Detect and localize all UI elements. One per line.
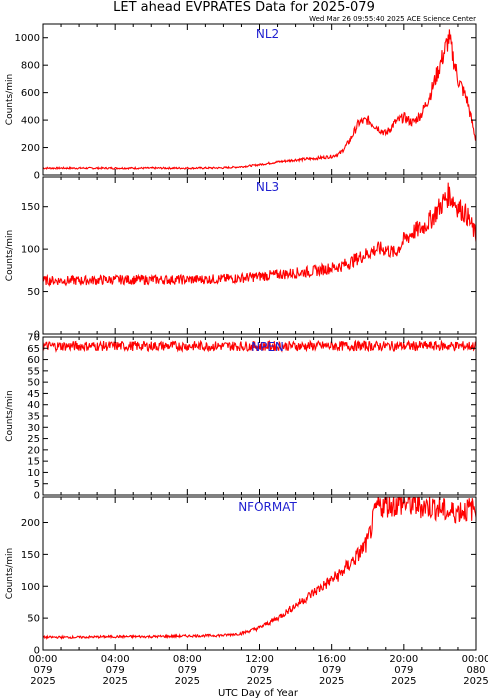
y-tick-label: 0: [34, 330, 40, 341]
y-tick-label: 50: [27, 287, 40, 298]
y-tick-label: 50: [27, 614, 40, 625]
x-tick-label-year: 2025: [102, 676, 127, 687]
y-tick-label: 0: [34, 491, 40, 502]
figure-title: LET ahead EVPRATES Data for 2025-079: [113, 0, 375, 15]
x-tick-label-doy: 080: [466, 665, 485, 676]
x-tick-label-time: 20:00: [389, 654, 418, 665]
x-tick-label-time: 12:00: [245, 654, 274, 665]
panels: 02004006008001000Counts/minNL2050100150C…: [5, 23, 477, 657]
y-tick-label: 15: [27, 457, 40, 468]
x-axis-labels: 00:00079202504:00079202508:00079202512:0…: [29, 654, 488, 687]
x-tick-label-year: 2025: [175, 676, 200, 687]
y-tick-label: 100: [21, 582, 40, 593]
series-line-nl3: [43, 182, 476, 287]
series-line-nl2: [43, 29, 476, 171]
x-tick-label-time: 04:00: [101, 654, 130, 665]
y-tick-label: 800: [21, 61, 40, 72]
x-tick-label-doy: 079: [33, 665, 52, 676]
panel-label-nl3: NL3: [256, 180, 279, 194]
y-axis-label: Counts/min: [5, 548, 15, 599]
panel-nformat: 0 50 100 150 200 Counts/min NFORMAT: [5, 496, 477, 657]
y-tick-label: 0: [34, 171, 40, 182]
y-tick-label: 400: [21, 116, 40, 127]
y-tick-label: 200: [21, 518, 40, 529]
x-tick-label-doy: 079: [250, 665, 269, 676]
y-axis-label: Counts/min: [5, 74, 15, 125]
x-tick-label-year: 2025: [463, 676, 488, 687]
y-tick-label: 5: [34, 479, 40, 490]
y-tick-label: 0: [34, 646, 40, 657]
panel-frame: [42, 336, 477, 496]
y-tick-label: 600: [21, 88, 40, 99]
x-tick-label-time: 00:00: [462, 654, 488, 665]
y-tick-label: 40: [27, 400, 40, 411]
x-tick-label-time: 00:00: [29, 654, 58, 665]
y-tick-label: 30: [27, 423, 40, 434]
y-tick-label: 1000: [15, 33, 40, 44]
y-tick-label: 10: [27, 468, 40, 479]
y-tick-label: 25: [27, 434, 40, 445]
x-tick-label-year: 2025: [30, 676, 55, 687]
x-axis-title: UTC Day of Year: [218, 688, 299, 699]
y-tick-label: 20: [27, 445, 40, 456]
y-tick-label: 55: [27, 366, 40, 377]
y-axis-label: Counts/min: [5, 390, 15, 441]
panel-nl3: 0 50 100 150 Counts/min NL3: [5, 176, 477, 341]
y-tick-label: 35: [27, 412, 40, 423]
panel-frame: [42, 23, 477, 176]
x-tick-label-doy: 079: [106, 665, 125, 676]
y-tick-label: 100: [21, 245, 40, 256]
y-tick-label: 150: [21, 202, 40, 213]
panel-nl2: 0 200 400 600 800 1000 Counts/min NL2: [5, 23, 477, 182]
x-tick-label-doy: 079: [178, 665, 197, 676]
x-tick-label-doy: 079: [322, 665, 341, 676]
x-tick-label-year: 2025: [319, 676, 344, 687]
panel-frame: [42, 176, 477, 335]
y-tick-label: 45: [27, 389, 40, 400]
x-tick-label-time: 08:00: [173, 654, 202, 665]
series-line-npen: [43, 339, 476, 353]
timestamp: Wed Mar 26 09:55:40 2025 ACE Science Cen…: [309, 15, 476, 23]
y-tick-label: 65: [27, 344, 40, 355]
y-tick-label: 70: [27, 333, 40, 344]
panel-label-nformat: NFORMAT: [238, 500, 297, 514]
panel-npen: 0510152025303540455055606570Counts/minNP…: [5, 333, 477, 502]
x-tick-label-doy: 079: [394, 665, 413, 676]
panel-label-npen: NPEN: [251, 340, 284, 354]
x-tick-label-year: 2025: [391, 676, 416, 687]
x-tick-label-year: 2025: [247, 676, 272, 687]
y-tick-label: 150: [21, 550, 40, 561]
y-tick-label: 50: [27, 378, 40, 389]
x-tick-label-time: 16:00: [317, 654, 346, 665]
y-tick-label: 200: [21, 143, 40, 154]
y-tick-label: 60: [27, 355, 40, 366]
panel-label-nl2: NL2: [256, 27, 279, 41]
y-axis-label: Counts/min: [5, 230, 15, 281]
